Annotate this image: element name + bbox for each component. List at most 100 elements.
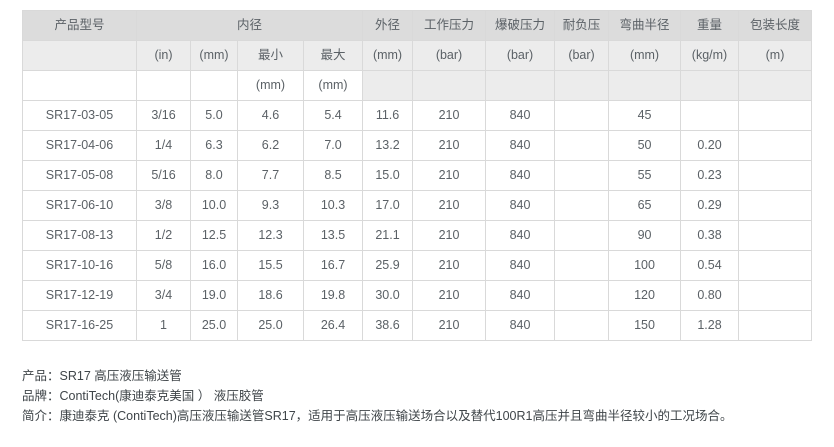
cell-id-inch: 3/16	[136, 100, 191, 131]
cell-id-inch: 5/8	[136, 250, 191, 281]
cell-weight: 0.38	[680, 220, 740, 251]
cell-id-min: 7.7	[237, 160, 304, 191]
cell-working-pressure: 210	[412, 310, 487, 341]
cell-id-min: 4.6	[237, 100, 304, 131]
table-row: SR17-12-19 3/4 19.0 18.6 19.8 30.0 210 840 120 0.…	[22, 280, 813, 311]
cell-id-max: 26.4	[302, 310, 364, 341]
cell-id-max: 7.0	[302, 130, 364, 161]
cell-id-min: 25.0	[237, 310, 304, 341]
spec-table-container: 产品型号 内径 外径 工作压力 爆破压力 耐负压 弯曲半径 重量 包装长度 (i…	[22, 10, 813, 341]
cell-vacuum-resistance	[554, 130, 610, 161]
table-row: SR17-08-13 1/2 12.5 12.3 13.5 21.1 210 840 90 0.3…	[22, 220, 813, 251]
subunit-id-max: (mm)	[302, 70, 364, 101]
header-row-units: (in) (mm) 最小 最大 (mm) (bar) (bar) (bar) (…	[22, 40, 813, 71]
cell-package-length	[738, 310, 813, 341]
cell-outer-diameter: 13.2	[362, 130, 414, 161]
cell-id-min: 12.3	[237, 220, 304, 251]
cell-burst-pressure: 840	[485, 160, 556, 191]
table-row: SR17-04-06 1/4 6.3 6.2 7.0 13.2 210 840 50 0.20	[22, 130, 813, 161]
table-row: SR17-03-05 3/16 5.0 4.6 5.4 11.6 210 840 45	[22, 100, 813, 131]
header-weight: 重量	[680, 10, 740, 41]
product-notes: 产品：SR17 高压液压输送管 品牌：ContiTech(康迪泰克美国 ） 液压…	[22, 366, 822, 426]
table-row: SR17-06-10 3/8 10.0 9.3 10.3 17.0 210 840 65 0.29	[22, 190, 813, 221]
cell-id-min: 15.5	[237, 250, 304, 281]
unit-vacuum-resistance: (bar)	[554, 40, 610, 71]
note-brand: 品牌：ContiTech(康迪泰克美国 ） 液压胶管	[22, 389, 264, 403]
unit-package-length: (m)	[738, 40, 813, 71]
cell-id-max: 19.8	[302, 280, 364, 311]
cell-vacuum-resistance	[554, 250, 610, 281]
cell-id-min: 9.3	[237, 190, 304, 221]
cell-id-inch: 3/4	[136, 280, 191, 311]
unit-product-model	[22, 40, 137, 71]
subunit-id-inch	[136, 70, 191, 101]
table-row: SR17-16-25 1 25.0 25.0 26.4 38.6 210 840 150 1.28	[22, 310, 813, 341]
cell-vacuum-resistance	[554, 280, 610, 311]
cell-package-length	[738, 190, 813, 221]
cell-weight: 0.54	[680, 250, 740, 281]
unit-working-pressure: (bar)	[412, 40, 487, 71]
cell-bend-radius: 55	[608, 160, 682, 191]
cell-id-inch: 1	[136, 310, 191, 341]
cell-weight	[680, 100, 740, 131]
unit-id-min: 最小	[237, 40, 304, 71]
header-inner-diameter: 内径	[135, 10, 364, 41]
cell-outer-diameter: 25.9	[362, 250, 414, 281]
cell-weight: 0.29	[680, 190, 740, 221]
subunit-weight	[680, 70, 740, 101]
cell-vacuum-resistance	[554, 100, 610, 131]
cell-package-length	[738, 220, 813, 251]
cell-vacuum-resistance	[554, 190, 610, 221]
cell-product-model: SR17-05-08	[22, 160, 137, 191]
cell-working-pressure: 210	[412, 100, 487, 131]
cell-burst-pressure: 840	[485, 100, 556, 131]
cell-working-pressure: 210	[412, 130, 487, 161]
cell-working-pressure: 210	[412, 220, 487, 251]
unit-outer-diameter: (mm)	[362, 40, 414, 71]
subunit-working-pressure	[412, 70, 487, 101]
subunit-bend-radius	[608, 70, 682, 101]
unit-weight: (kg/m)	[680, 40, 740, 71]
cell-id-mm: 25.0	[190, 310, 238, 341]
header-row-groups: 产品型号 内径 外径 工作压力 爆破压力 耐负压 弯曲半径 重量 包装长度	[22, 10, 813, 41]
cell-bend-radius: 45	[608, 100, 682, 131]
header-vacuum-resistance: 耐负压	[554, 10, 610, 41]
cell-outer-diameter: 38.6	[362, 310, 414, 341]
unit-id-max: 最大	[302, 40, 364, 71]
cell-weight: 0.20	[680, 130, 740, 161]
cell-working-pressure: 210	[412, 280, 487, 311]
header-outer-diameter: 外径	[362, 10, 414, 41]
cell-weight: 0.80	[680, 280, 740, 311]
cell-burst-pressure: 840	[485, 310, 556, 341]
cell-id-min: 6.2	[237, 130, 304, 161]
cell-working-pressure: 210	[412, 190, 487, 221]
table-head: 产品型号 内径 外径 工作压力 爆破压力 耐负压 弯曲半径 重量 包装长度 (i…	[22, 10, 813, 101]
cell-package-length	[738, 280, 813, 311]
cell-working-pressure: 210	[412, 250, 487, 281]
cell-burst-pressure: 840	[485, 250, 556, 281]
cell-id-max: 13.5	[302, 220, 364, 251]
unit-id-inch: (in)	[136, 40, 191, 71]
cell-id-mm: 16.0	[190, 250, 238, 281]
header-bend-radius: 弯曲半径	[608, 10, 682, 41]
header-package-length: 包装长度	[738, 10, 813, 41]
cell-bend-radius: 50	[608, 130, 682, 161]
cell-id-max: 8.5	[302, 160, 364, 191]
cell-outer-diameter: 15.0	[362, 160, 414, 191]
cell-id-mm: 8.0	[190, 160, 238, 191]
cell-vacuum-resistance	[554, 160, 610, 191]
note-summary: 简介：康迪泰克 (ContiTech)高压液压输送管SR17，适用于高压液压输送…	[22, 409, 733, 423]
cell-id-mm: 12.5	[190, 220, 238, 251]
table-row: SR17-05-08 5/16 8.0 7.7 8.5 15.0 210 840 55 0.23	[22, 160, 813, 191]
cell-package-length	[738, 130, 813, 161]
cell-id-mm: 6.3	[190, 130, 238, 161]
cell-outer-diameter: 30.0	[362, 280, 414, 311]
cell-product-model: SR17-03-05	[22, 100, 137, 131]
header-row-subunits: (mm) (mm)	[22, 70, 813, 101]
subunit-burst-pressure	[485, 70, 556, 101]
cell-package-length	[738, 160, 813, 191]
cell-vacuum-resistance	[554, 310, 610, 341]
cell-outer-diameter: 21.1	[362, 220, 414, 251]
header-working-pressure: 工作压力	[412, 10, 487, 41]
cell-id-inch: 5/16	[136, 160, 191, 191]
